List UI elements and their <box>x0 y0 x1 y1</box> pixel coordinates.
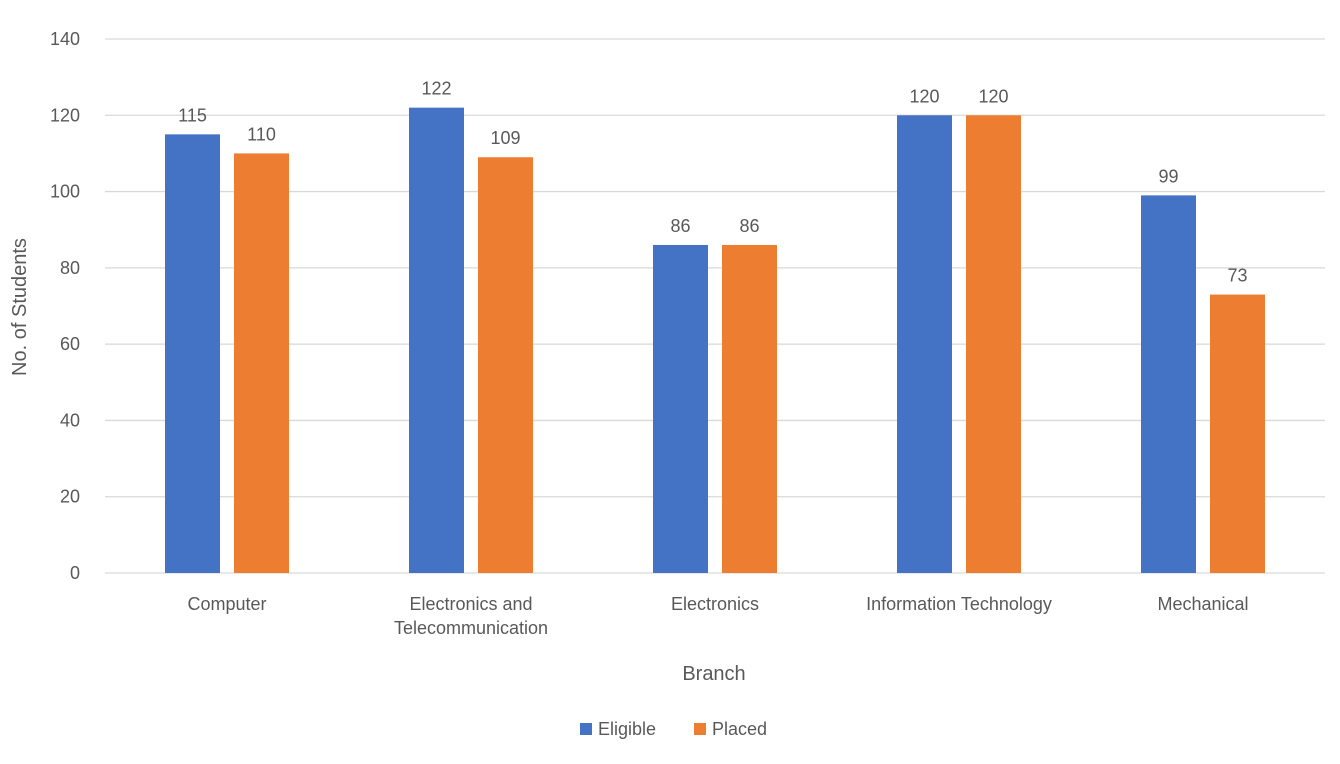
data-label: 120 <box>909 86 939 106</box>
data-label: 99 <box>1158 166 1178 186</box>
y-tick-label: 80 <box>60 258 80 278</box>
data-label: 120 <box>978 86 1008 106</box>
data-label: 73 <box>1227 266 1247 286</box>
y-tick-label: 20 <box>60 487 80 507</box>
bar-placed <box>234 153 289 573</box>
legend-item-eligible: Eligible <box>580 719 656 739</box>
data-label: 115 <box>178 105 207 125</box>
bar-eligible <box>165 134 220 573</box>
y-axis-title: No. of Students <box>9 238 31 376</box>
x-category-label: Computer <box>187 594 266 614</box>
bars <box>165 107 1265 574</box>
data-label: 110 <box>247 124 276 144</box>
legend-swatch <box>580 723 592 735</box>
y-tick-label: 60 <box>60 334 80 354</box>
y-tick-label: 100 <box>50 182 80 202</box>
data-label: 122 <box>421 79 451 99</box>
x-axis-title: Branch <box>682 663 745 685</box>
bar-eligible <box>409 107 464 574</box>
data-label: 86 <box>670 216 690 236</box>
data-label: 109 <box>490 128 520 148</box>
bar-placed <box>1210 294 1265 573</box>
data-labels: 115 122 86 120 99 110 109 86 120 73 <box>178 79 1247 286</box>
x-category-label: Information Technology <box>866 594 1052 614</box>
y-tick-label: 40 <box>60 410 80 430</box>
bar-placed <box>722 244 777 573</box>
legend-label: Eligible <box>598 719 656 739</box>
bar-eligible <box>897 115 952 574</box>
bar-eligible <box>653 244 708 573</box>
x-axis-categories: Computer Electronics and Telecommunication… <box>187 594 1248 638</box>
data-label: 86 <box>739 216 759 236</box>
x-category-label: Electronics <box>671 594 759 614</box>
x-category-label: Electronics and Telecommunication <box>394 594 548 638</box>
bar-placed <box>966 115 1021 574</box>
bar-eligible <box>1141 195 1196 573</box>
legend-swatch <box>694 723 706 735</box>
legend-item-placed: Placed <box>694 719 767 739</box>
y-tick-label: 120 <box>50 105 80 125</box>
x-category-label: Mechanical <box>1157 594 1248 614</box>
gridlines <box>105 38 1325 574</box>
y-tick-label: 0 <box>70 563 80 583</box>
legend-label: Placed <box>712 719 767 739</box>
bar-placed <box>478 157 533 573</box>
legend: Eligible Placed <box>580 719 767 739</box>
y-tick-label: 140 <box>50 29 80 49</box>
y-axis-ticks: 0 20 40 60 80 100 120 140 <box>50 29 80 583</box>
